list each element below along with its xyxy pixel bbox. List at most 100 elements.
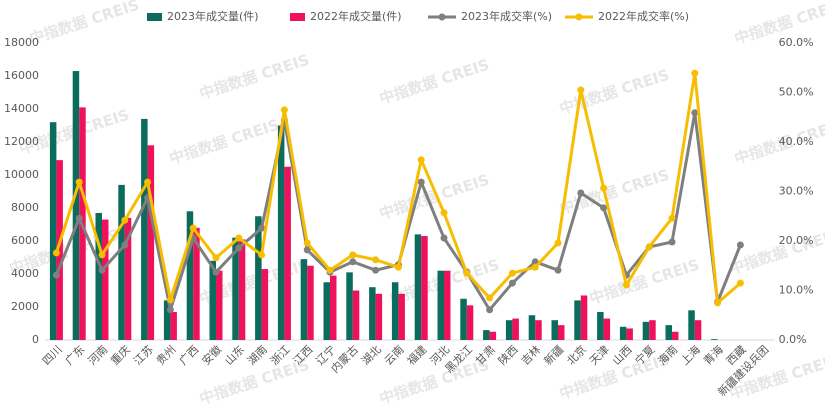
line-marker — [166, 306, 174, 314]
y2-tick-label: 40.0% — [779, 135, 814, 148]
y2-tick-label: 30.0% — [779, 185, 814, 198]
line-marker — [75, 178, 83, 186]
x-tick-label: 江苏 — [131, 343, 156, 368]
bar — [255, 216, 262, 340]
line-marker — [349, 251, 357, 259]
bar — [102, 219, 109, 340]
bar — [323, 282, 330, 340]
bar — [346, 272, 353, 340]
x-tick-label: 天津 — [587, 343, 612, 368]
bar — [391, 282, 399, 340]
bar — [56, 160, 63, 340]
bar — [483, 330, 490, 340]
line-marker — [52, 249, 60, 257]
line-marker — [622, 281, 630, 289]
bar — [649, 320, 656, 340]
bar — [597, 311, 604, 340]
line-marker — [372, 266, 380, 274]
legend-label: 2022年成交量(件) — [310, 9, 402, 23]
bar — [49, 122, 57, 340]
y-tick-label: 12000 — [4, 135, 39, 148]
line-marker — [554, 239, 562, 247]
y2-tick-label: 50.0% — [779, 86, 814, 99]
x-tick-label: 广西 — [177, 343, 202, 368]
line-marker — [600, 184, 608, 192]
line-marker — [417, 156, 425, 164]
bar — [352, 290, 360, 340]
line-marker — [303, 239, 311, 247]
line-marker — [258, 251, 266, 259]
y-tick-label: 4000 — [11, 267, 39, 280]
bar — [642, 321, 650, 340]
bar — [711, 339, 718, 340]
x-tick-label: 四川 — [40, 343, 65, 368]
bar — [307, 265, 314, 340]
bar — [209, 260, 216, 340]
y2-tick-label: 10.0% — [779, 284, 814, 297]
y-tick-label: 6000 — [11, 234, 39, 247]
bar — [688, 310, 695, 340]
line-marker — [440, 209, 448, 217]
bar — [414, 234, 422, 340]
line-marker — [645, 243, 653, 251]
y-tick-label: 8000 — [11, 201, 39, 214]
bar — [558, 325, 565, 340]
watermark: 中指数据 CREIS — [167, 116, 281, 168]
line-marker — [577, 189, 585, 197]
bar — [421, 236, 428, 340]
bar — [672, 331, 679, 340]
bar — [369, 287, 376, 340]
bar — [460, 298, 467, 340]
x-tick-label: 贵州 — [154, 343, 179, 368]
bar — [163, 300, 171, 340]
legend-label: 2022年成交率(%) — [598, 9, 689, 23]
x-tick-label: 陕西 — [495, 342, 520, 367]
legend-swatch — [147, 13, 162, 21]
bar — [512, 318, 519, 340]
bar — [261, 269, 269, 340]
x-tick-label: 湖南 — [245, 343, 270, 368]
line-marker — [52, 271, 60, 279]
legend-swatch-marker — [575, 13, 583, 21]
x-tick-label: 云南 — [382, 343, 407, 368]
bar — [238, 239, 246, 340]
bar — [574, 300, 581, 340]
line-marker — [486, 306, 494, 314]
x-tick-label: 上海 — [678, 342, 703, 367]
bar — [694, 320, 702, 340]
line-marker — [486, 294, 494, 302]
watermark: 中指数据 CREIS — [377, 56, 491, 108]
bar — [603, 318, 611, 340]
line-marker — [417, 178, 425, 186]
y-tick-label: 2000 — [11, 300, 39, 313]
bar — [398, 293, 405, 340]
bar — [193, 227, 200, 340]
watermark: 中指数据 CREIS — [27, 0, 141, 48]
line-marker — [166, 296, 174, 304]
bar — [505, 320, 513, 340]
bar — [619, 326, 627, 340]
y2-tick-label: 60.0% — [779, 36, 814, 49]
line-marker — [508, 279, 516, 287]
bar — [580, 295, 588, 340]
legend-label: 2023年成交率(%) — [461, 9, 552, 23]
line-marker — [463, 269, 471, 277]
x-tick-label: 河南 — [85, 343, 110, 368]
line-marker — [714, 299, 722, 307]
legend-swatch — [290, 13, 305, 21]
x-tick-label: 北京 — [564, 342, 589, 367]
line-marker — [691, 69, 699, 77]
bar — [665, 325, 672, 340]
line-marker — [189, 224, 197, 232]
line-marker — [98, 266, 106, 274]
bar — [528, 315, 536, 340]
bar — [330, 275, 337, 340]
line-marker — [349, 258, 357, 266]
line-marker — [508, 269, 516, 277]
bar — [300, 259, 308, 340]
bar — [626, 328, 633, 340]
watermark: 中指数据 CREIS — [557, 66, 671, 118]
line-marker — [668, 214, 676, 222]
bar — [141, 118, 148, 341]
bar — [551, 320, 558, 340]
